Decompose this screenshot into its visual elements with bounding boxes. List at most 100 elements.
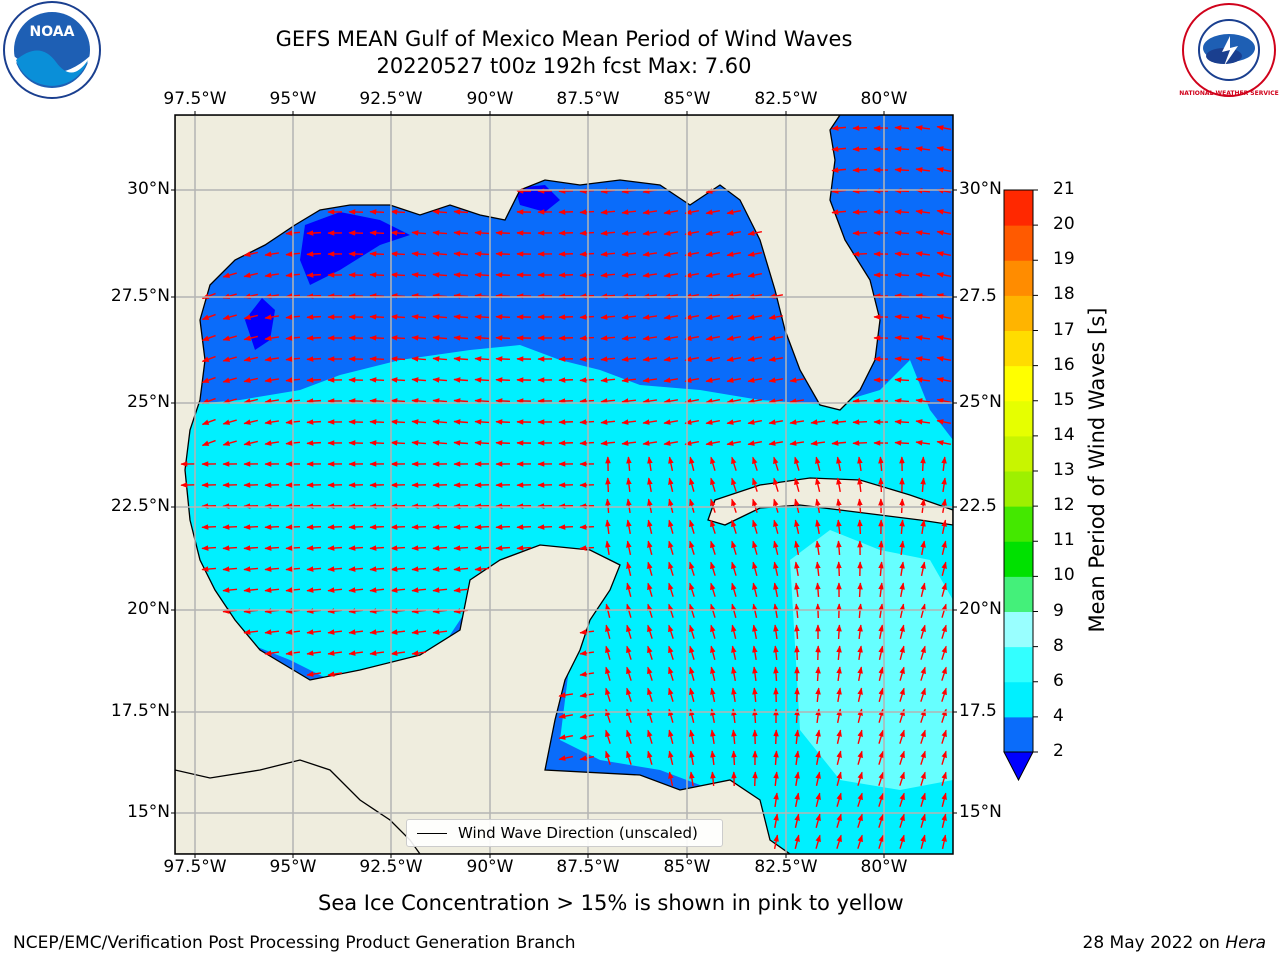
wave-arrow bbox=[348, 629, 364, 635]
wave-arrow bbox=[857, 687, 863, 702]
wave-arrow bbox=[915, 377, 931, 383]
wave-arrow bbox=[605, 624, 611, 639]
wave-arrow bbox=[495, 524, 511, 530]
wave-arrow bbox=[920, 666, 926, 681]
wave-arrow bbox=[810, 440, 826, 446]
wave-arrow bbox=[579, 755, 595, 761]
wave-arrow bbox=[626, 645, 632, 660]
wave-arrow bbox=[390, 587, 406, 593]
wave-arrow bbox=[773, 645, 779, 661]
wave-arrow bbox=[731, 582, 737, 597]
wave-arrow bbox=[731, 729, 737, 745]
wave-arrow bbox=[731, 561, 737, 576]
wave-arrow bbox=[432, 419, 448, 425]
wave-arrow bbox=[453, 419, 469, 425]
wave-arrow bbox=[936, 167, 952, 173]
wave-arrow bbox=[411, 419, 427, 425]
wave-arrow bbox=[626, 624, 632, 639]
wave-arrow bbox=[647, 666, 653, 681]
wave-arrow bbox=[836, 771, 842, 786]
wave-arrow bbox=[689, 687, 695, 702]
wave-arrow bbox=[243, 524, 259, 530]
wave-arrow bbox=[689, 498, 695, 513]
wave-arrow bbox=[621, 209, 637, 215]
wave-arrow bbox=[201, 439, 216, 447]
wave-arrow bbox=[815, 834, 821, 849]
wave-arrow bbox=[710, 519, 716, 534]
wave-arrow bbox=[747, 251, 763, 257]
wave-arrow bbox=[306, 440, 322, 446]
wave-arrow bbox=[348, 524, 364, 530]
wave-arrow bbox=[899, 687, 905, 702]
wave-arrow bbox=[647, 687, 653, 702]
wave-arrow bbox=[243, 335, 258, 341]
wave-arrow bbox=[432, 440, 448, 446]
wave-arrow bbox=[773, 771, 779, 787]
wave-arrow bbox=[243, 566, 259, 572]
wave-arrow bbox=[836, 645, 842, 661]
wave-arrow bbox=[516, 503, 532, 509]
wave-arrow bbox=[432, 209, 448, 215]
lat-label-right: 30°N bbox=[959, 179, 1002, 199]
wave-arrow bbox=[474, 272, 490, 278]
wave-arrow bbox=[894, 251, 910, 257]
wave-arrow bbox=[453, 377, 469, 383]
wave-arrow bbox=[411, 272, 427, 278]
wave-arrow bbox=[752, 561, 758, 576]
wave-arrow bbox=[453, 230, 469, 236]
wave-arrow bbox=[852, 188, 868, 194]
wave-arrow bbox=[899, 666, 905, 681]
wave-arrow bbox=[369, 440, 385, 446]
wave-arrow bbox=[579, 419, 595, 425]
wave-arrow bbox=[201, 334, 216, 342]
wave-arrow bbox=[474, 545, 490, 551]
wave-arrow bbox=[920, 687, 926, 702]
wave-arrow bbox=[747, 440, 763, 446]
wave-arrow bbox=[432, 314, 448, 320]
wave-arrow bbox=[243, 629, 259, 635]
wave-arrow bbox=[936, 335, 952, 341]
wave-arrow bbox=[852, 440, 868, 446]
wave-arrow bbox=[794, 477, 800, 492]
wave-arrow bbox=[878, 813, 884, 828]
wave-arrow bbox=[752, 582, 758, 597]
wave-arrow bbox=[264, 251, 280, 257]
wave-arrow bbox=[663, 335, 679, 341]
wave-arrow bbox=[306, 629, 322, 635]
wave-arrow bbox=[558, 692, 574, 698]
wave-arrow bbox=[726, 356, 742, 362]
wave-arrow bbox=[243, 314, 258, 320]
wave-arrow bbox=[411, 251, 427, 257]
wave-arrow bbox=[605, 645, 611, 660]
wave-period-2-4s-region bbox=[515, 185, 560, 212]
wave-arrow bbox=[621, 398, 637, 404]
colorbar-tick-label: 14 bbox=[1053, 424, 1075, 445]
wave-arrow bbox=[768, 314, 784, 320]
wave-arrow bbox=[689, 729, 695, 744]
colorbar-tick-label: 2 bbox=[1053, 741, 1064, 761]
wave-arrow bbox=[432, 377, 448, 383]
wave-arrow bbox=[710, 687, 716, 702]
wave-arrow bbox=[621, 272, 637, 278]
colorbar-segment bbox=[1004, 646, 1033, 683]
wave-arrow bbox=[605, 666, 611, 681]
lat-label-right: 15°N bbox=[959, 802, 1002, 822]
wave-arrow bbox=[836, 813, 842, 828]
wave-arrow bbox=[222, 377, 237, 383]
wave-arrow bbox=[605, 540, 611, 556]
wave-arrow bbox=[663, 398, 679, 404]
noaa-logo: NOAA bbox=[3, 1, 101, 99]
wave-arrow bbox=[794, 813, 800, 828]
wave-arrow bbox=[915, 272, 931, 278]
wave-arrow bbox=[915, 125, 931, 131]
wave-arrow bbox=[264, 545, 280, 551]
wave-arrow bbox=[369, 335, 385, 341]
wave-arrow bbox=[857, 666, 863, 682]
wave-arrow bbox=[710, 750, 716, 766]
wave-arrow bbox=[815, 456, 821, 471]
wave-arrow bbox=[731, 603, 737, 618]
wave-arrow bbox=[878, 834, 884, 849]
wave-arrow bbox=[689, 456, 695, 471]
wave-arrow bbox=[432, 230, 448, 236]
